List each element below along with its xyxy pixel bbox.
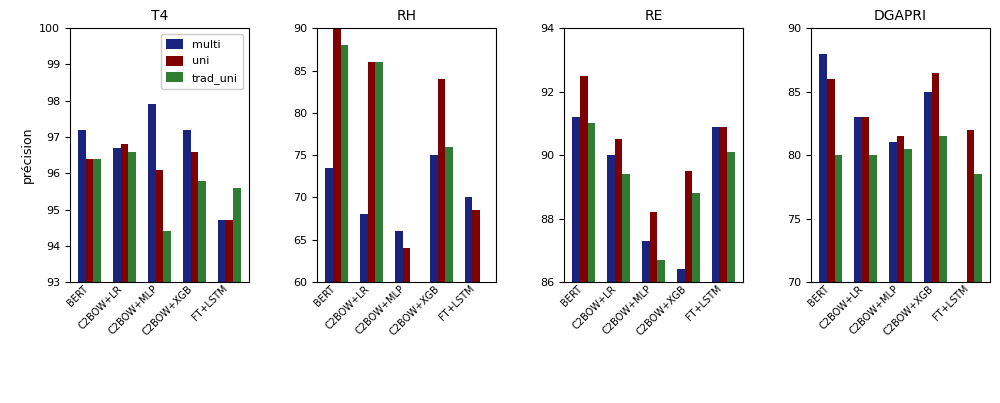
Bar bbox=[86, 159, 93, 403]
Bar bbox=[198, 181, 206, 403]
Bar bbox=[225, 220, 233, 403]
Bar bbox=[869, 155, 877, 403]
Bar bbox=[403, 248, 410, 403]
Title: RE: RE bbox=[644, 9, 663, 23]
Bar bbox=[932, 73, 939, 403]
Bar bbox=[854, 117, 862, 403]
Bar bbox=[341, 45, 348, 403]
Bar bbox=[835, 155, 842, 403]
Bar bbox=[685, 171, 692, 403]
Bar bbox=[445, 147, 453, 403]
Bar bbox=[677, 269, 685, 403]
Title: T4: T4 bbox=[151, 9, 168, 23]
Bar bbox=[642, 241, 650, 403]
Bar bbox=[572, 117, 580, 403]
Bar bbox=[121, 144, 128, 403]
Bar bbox=[410, 303, 418, 403]
Bar bbox=[325, 168, 333, 403]
Bar bbox=[93, 159, 101, 403]
Bar bbox=[862, 117, 869, 403]
Bar bbox=[819, 54, 827, 403]
Bar bbox=[904, 149, 912, 403]
Bar bbox=[191, 152, 198, 403]
Bar bbox=[163, 231, 171, 403]
Bar bbox=[622, 174, 630, 403]
Bar bbox=[712, 127, 719, 403]
Bar bbox=[360, 214, 368, 403]
Bar bbox=[727, 152, 735, 403]
Legend: multi, uni, trad_uni: multi, uni, trad_uni bbox=[161, 34, 243, 89]
Bar bbox=[233, 188, 241, 403]
Bar bbox=[472, 210, 480, 403]
Bar bbox=[375, 62, 383, 403]
Bar bbox=[615, 139, 622, 403]
Bar bbox=[218, 220, 225, 403]
Bar bbox=[974, 174, 982, 403]
Bar bbox=[78, 130, 86, 403]
Bar bbox=[128, 152, 136, 403]
Bar bbox=[148, 104, 156, 403]
Bar bbox=[333, 27, 341, 403]
Title: RH: RH bbox=[396, 9, 416, 23]
Bar bbox=[156, 170, 163, 403]
Bar bbox=[368, 62, 375, 403]
Y-axis label: précision: précision bbox=[21, 127, 34, 183]
Bar bbox=[719, 127, 727, 403]
Bar bbox=[967, 130, 974, 403]
Bar bbox=[183, 130, 191, 403]
Bar bbox=[465, 197, 472, 403]
Bar bbox=[897, 136, 904, 403]
Bar bbox=[827, 79, 835, 403]
Bar bbox=[607, 155, 615, 403]
Bar bbox=[889, 142, 897, 403]
Bar bbox=[657, 260, 665, 403]
Bar bbox=[692, 193, 700, 403]
Bar bbox=[580, 76, 588, 403]
Bar bbox=[959, 301, 967, 403]
Bar bbox=[650, 212, 657, 403]
Bar bbox=[395, 231, 403, 403]
Bar bbox=[113, 148, 121, 403]
Bar bbox=[438, 79, 445, 403]
Bar bbox=[430, 155, 438, 403]
Bar bbox=[939, 136, 947, 403]
Bar bbox=[480, 282, 488, 403]
Bar bbox=[588, 123, 595, 403]
Bar bbox=[924, 91, 932, 403]
Title: DGAPRI: DGAPRI bbox=[874, 9, 927, 23]
